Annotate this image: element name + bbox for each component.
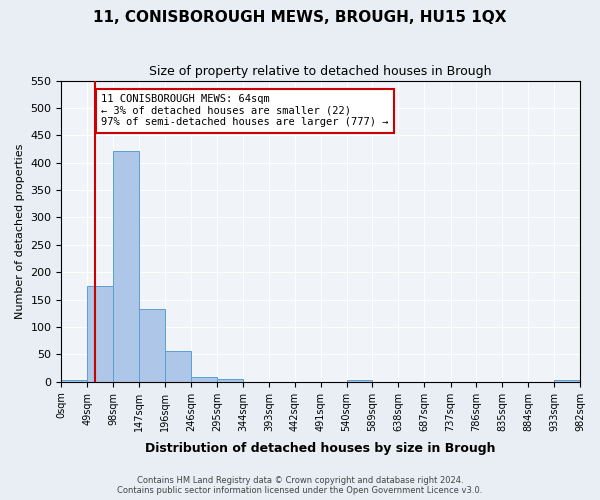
Bar: [191, 378, 217, 382]
Bar: [165, 350, 191, 382]
Bar: [554, 380, 580, 382]
Text: Contains HM Land Registry data © Crown copyright and database right 2024.
Contai: Contains HM Land Registry data © Crown c…: [118, 476, 482, 495]
Text: 11 CONISBOROUGH MEWS: 64sqm
← 3% of detached houses are smaller (22)
97% of semi: 11 CONISBOROUGH MEWS: 64sqm ← 3% of deta…: [101, 94, 389, 128]
Bar: [347, 380, 373, 382]
Bar: [61, 380, 87, 382]
X-axis label: Distribution of detached houses by size in Brough: Distribution of detached houses by size …: [145, 442, 496, 455]
Y-axis label: Number of detached properties: Number of detached properties: [15, 144, 25, 319]
Text: 11, CONISBOROUGH MEWS, BROUGH, HU15 1QX: 11, CONISBOROUGH MEWS, BROUGH, HU15 1QX: [93, 10, 507, 25]
Bar: [217, 379, 243, 382]
Title: Size of property relative to detached houses in Brough: Size of property relative to detached ho…: [149, 65, 492, 78]
Bar: [87, 286, 113, 382]
Bar: [139, 310, 165, 382]
Bar: [113, 150, 139, 382]
